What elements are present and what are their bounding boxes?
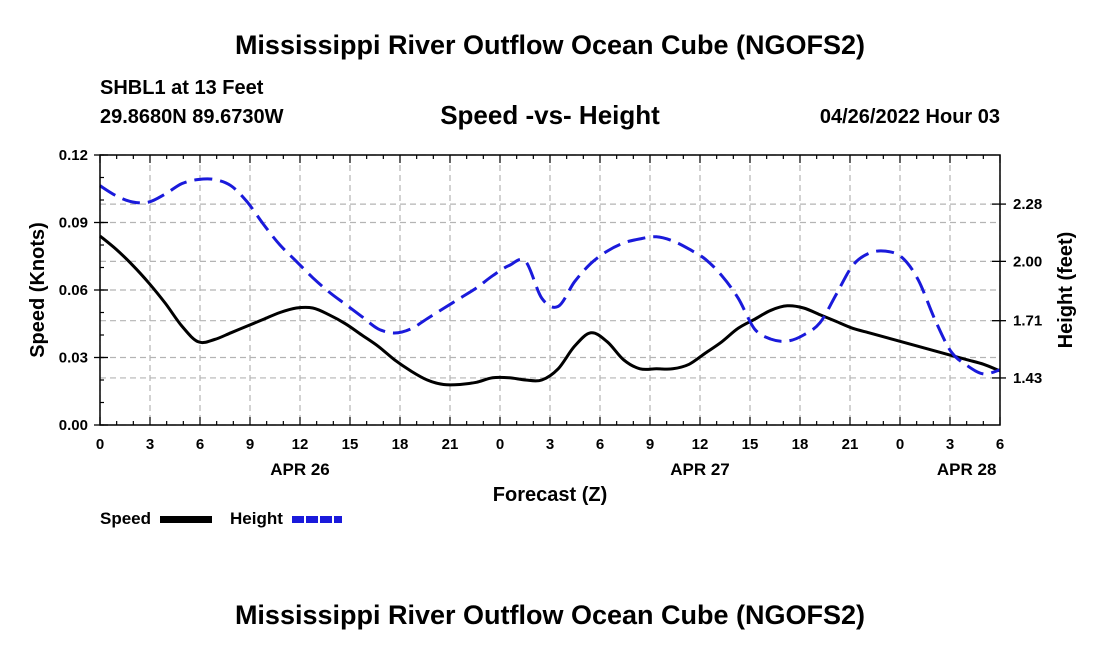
date-label: APR 28 (937, 460, 997, 479)
legend-height-label: Height (230, 509, 283, 528)
y-left-tick-label: 0.00 (59, 417, 88, 434)
x-tick-label: 21 (842, 436, 859, 453)
station-label: SHBL1 at 13 Feet (100, 77, 264, 99)
y-axis-right-label: Height (feet) (1055, 232, 1077, 349)
x-tick-label: 6 (596, 436, 604, 453)
x-tick-label: 0 (96, 436, 104, 453)
y-right-tick-label: 2.28 (1013, 196, 1042, 213)
series-line-speed (99, 234, 1001, 387)
y-left-tick-label: 0.06 (59, 282, 88, 299)
x-tick-label: 15 (742, 436, 759, 453)
x-tick-label: 12 (292, 436, 309, 453)
x-tick-label: 12 (692, 436, 709, 453)
forecast-timestamp: 04/26/2022 Hour 03 (819, 106, 1000, 128)
series-line-height (99, 177, 1001, 376)
legend-speed-label: Speed (100, 509, 152, 528)
x-tick-label: 6 (996, 436, 1004, 453)
y-left-tick-label: 0.09 (59, 215, 88, 232)
grid (99, 154, 1001, 426)
x-tick-label: 0 (896, 436, 904, 453)
chart-title: Mississippi River Outflow Ocean Cube (NG… (234, 30, 866, 60)
data-series (99, 177, 1001, 387)
footer-title: Mississippi River Outflow Ocean Cube (NG… (234, 600, 866, 630)
y-right-tick-label: 1.43 (1013, 370, 1042, 387)
x-tick-label: 3 (546, 436, 554, 453)
x-tick-label: 15 (342, 436, 359, 453)
x-tick-label: 6 (196, 436, 204, 453)
x-tick-label: 9 (246, 436, 254, 453)
y-axis-left-label: Speed (Knots) (27, 222, 49, 358)
y-left-tick-label: 0.12 (59, 147, 88, 164)
x-tick-label: 3 (146, 436, 154, 453)
x-tick-label: 18 (392, 436, 409, 453)
x-tick-label: 18 (792, 436, 809, 453)
y-right-tick-label: 1.71 (1013, 313, 1042, 330)
axes: 0 3 6 9 12 15 18 21 0 3 6 9 12 15 18 21 0 3 6 APR 26 APR 27 A… (59, 147, 1042, 479)
x-tick-label: 3 (946, 436, 954, 453)
y-right-tick-label: 2.00 (1013, 253, 1042, 270)
legend-height-swatch (292, 516, 342, 523)
x-tick-label: 9 (646, 436, 654, 453)
chart-subtitle: Speed -vs- Height (440, 100, 660, 130)
date-label: APR 27 (670, 460, 730, 479)
y-left-tick-label: 0.03 (59, 350, 88, 367)
x-tick-label: 21 (442, 436, 459, 453)
legend-speed-swatch (160, 516, 212, 523)
station-coordinates: 29.8680N 89.6730W (100, 106, 284, 128)
x-tick-label: 0 (496, 436, 504, 453)
date-label: APR 26 (270, 460, 330, 479)
x-axis-label: Forecast (Z) (493, 484, 607, 506)
